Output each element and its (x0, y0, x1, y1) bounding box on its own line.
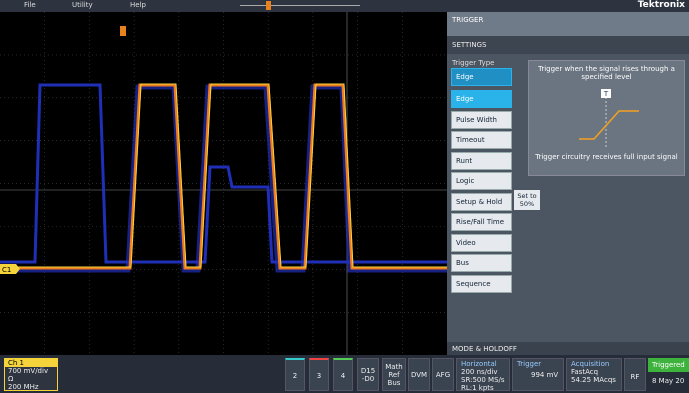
horizontal-line: SR:500 MS/s (461, 376, 505, 384)
trigger-option[interactable]: Pulse Width (451, 110, 512, 129)
acq-line: FastAcq (571, 368, 599, 376)
trigger-type-label: Trigger Type (452, 59, 495, 67)
horizontal-line: RL:1 kpts (461, 384, 494, 392)
set-50-line: Set to (517, 192, 537, 200)
ch-button[interactable]: 3 (309, 358, 329, 391)
math-line: Ref (388, 371, 400, 379)
ch-button[interactable]: 4 (333, 358, 353, 391)
acq-badge[interactable]: Acquisition FastAcq 54.25 MAcqs (566, 358, 622, 391)
edge-shape (579, 110, 639, 140)
note: Trigger circuitry receives full input si… (535, 153, 678, 161)
trigger-option[interactable]: Runt (451, 151, 512, 170)
horizontal-title: Horizontal (461, 360, 497, 368)
trigger-badge[interactable]: Trigger 994 mV (512, 358, 564, 391)
horizontal-badge[interactable]: Horizontal 200 ns/div SR:500 MS/s RL:1 k… (456, 358, 510, 392)
diagram-marker: T (603, 90, 609, 98)
waveform-orange (0, 83, 447, 270)
ch1-badge[interactable]: Ch 1 700 mV/div Ω 200 MHz (4, 358, 58, 391)
horizontal-line: 200 ns/div (461, 368, 498, 376)
acq-title: Acquisition (571, 360, 610, 368)
waveform-area: C1 (0, 12, 447, 355)
menu-bar: File Utility Help (0, 0, 447, 12)
trigger-option[interactable]: Timeout (451, 131, 512, 149)
timeline (240, 5, 360, 6)
acq-line: 54.25 MAcqs (571, 376, 616, 384)
section-title: SETTINGS (447, 36, 689, 54)
trigger-title: Trigger (517, 360, 542, 368)
trigger-option[interactable]: Rise/Fall Time (451, 213, 512, 231)
menu-item[interactable]: Help (130, 1, 146, 9)
trigger-option[interactable]: Video (451, 233, 512, 252)
waveform-yellow (0, 83, 447, 268)
ch1-marker (0, 264, 20, 274)
date: 8 May 20 (652, 377, 685, 385)
menu-item[interactable]: File (24, 1, 36, 9)
dvm-button[interactable]: DVM (408, 358, 430, 391)
math-button[interactable]: Math Ref Bus (382, 358, 406, 391)
description: Trigger when the signal rises through a … (538, 65, 675, 81)
trigger-panel: Tektronix TRIGGER SETTINGS Trigger Type … (447, 0, 689, 355)
ch1-marker-label: C1 (2, 266, 11, 274)
math-line: Math (385, 363, 403, 371)
trigger-type-dropdown[interactable]: Edge (451, 68, 512, 86)
set-50-line: 50% (519, 200, 535, 208)
waveform-blue (0, 83, 447, 264)
trigger-option[interactable]: Sequence (451, 274, 512, 293)
digital-button[interactable]: D15 -D0 (357, 358, 379, 391)
digital-line: D15 (360, 367, 376, 375)
logo: Tektronix (447, 0, 689, 12)
math-line: Bus (387, 379, 401, 387)
trigger-option[interactable]: Edge (451, 90, 512, 108)
bottom-bar: Ch 1 700 mV/div Ω 200 MHz 2 3 4 D15 -D0 M… (0, 355, 689, 393)
afg-button[interactable]: AFG (432, 358, 454, 391)
ch1-impedance: Ω (8, 375, 14, 383)
ch1-bandwidth: 200 MHz (8, 383, 39, 391)
set-50-button[interactable]: Set to 50% (514, 190, 540, 210)
info-box: Trigger when the signal rises through a … (528, 60, 685, 176)
digital-line: -D0 (361, 375, 375, 383)
ch-button[interactable]: 2 (285, 358, 305, 391)
diagram-marker-box (601, 89, 611, 98)
edge-diagram: T (579, 89, 639, 147)
status: Triggered (648, 358, 689, 372)
trigger-option[interactable]: Bus (451, 254, 512, 272)
trigger-pos (266, 1, 271, 10)
panel-title: TRIGGER (447, 12, 689, 36)
mode-holdoff[interactable]: MODE & HOLDOFF (447, 342, 689, 355)
ch1-label: Ch 1 (5, 359, 57, 367)
waveform-blue-env (0, 84, 447, 273)
menu-item[interactable]: Utility (72, 1, 93, 9)
trigger-option[interactable]: Setup & Hold (451, 192, 512, 211)
trigger-option[interactable]: Logic (451, 172, 512, 190)
rf-button[interactable]: RF (624, 358, 646, 391)
trigger-marker (120, 26, 126, 36)
trigger-level: 994 mV (531, 371, 559, 379)
graticule-bg (0, 12, 447, 355)
ch1-scale: 700 mV/div (8, 367, 49, 375)
